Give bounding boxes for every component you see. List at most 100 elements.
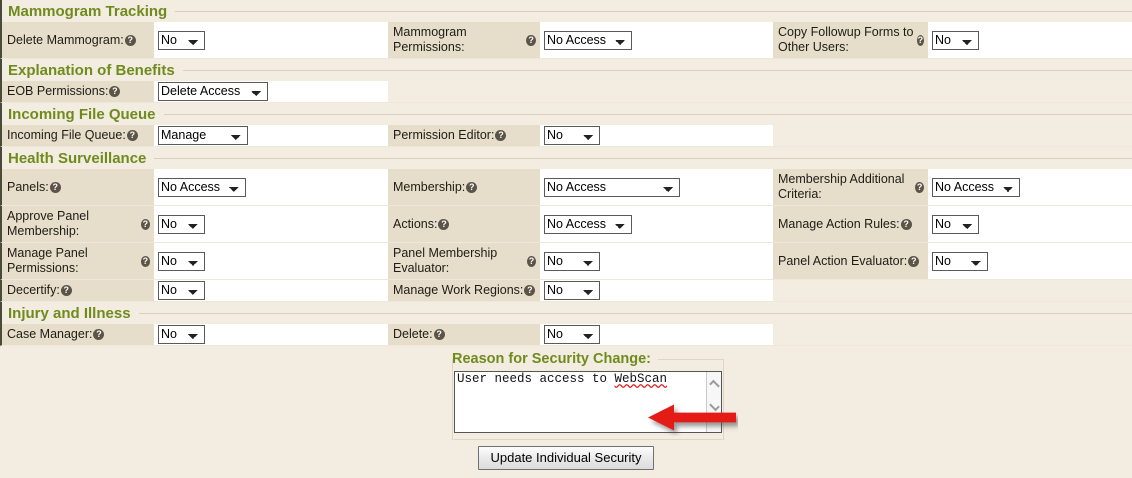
empty-value-cell bbox=[540, 81, 773, 102]
section-header-rule bbox=[138, 312, 1132, 314]
empty-label-cell bbox=[773, 280, 928, 301]
empty-value-cell bbox=[928, 324, 1132, 345]
permission-label-cell: Incoming File Queue:? bbox=[2, 125, 154, 146]
permission-select[interactable]: No AccessRead AccessAdd AccessFull Acces… bbox=[544, 30, 632, 50]
section-header-label: Injury and Illness bbox=[8, 304, 131, 322]
permission-select[interactable]: No AccessRead AccessFull Access bbox=[544, 214, 632, 234]
help-icon[interactable]: ? bbox=[900, 218, 912, 230]
help-icon[interactable]: ? bbox=[433, 329, 445, 340]
permission-label-cell: Mammogram Permissions:? bbox=[388, 22, 540, 58]
permission-label-cell: Membership:? bbox=[388, 169, 540, 205]
section-header-rule bbox=[154, 157, 1132, 159]
permission-select[interactable]: NoYes bbox=[544, 126, 600, 145]
section-header-label: Explanation of Benefits bbox=[8, 61, 175, 79]
empty-value-cell bbox=[928, 125, 1132, 146]
scroll-down-chevron-icon[interactable] bbox=[709, 400, 720, 412]
section-header: Mammogram Tracking bbox=[0, 0, 1132, 22]
reason-textarea[interactable] bbox=[455, 372, 706, 432]
permission-select[interactable]: NoYes bbox=[544, 325, 600, 344]
permission-value-cell: NoYes bbox=[154, 22, 388, 58]
permission-row: Incoming File Queue:?No AccessViewManage… bbox=[0, 125, 1132, 147]
permission-label-cell: Approve Panel Membership:? bbox=[2, 206, 154, 242]
permission-row: Approve Panel Membership:?NoYesActions:?… bbox=[0, 206, 1132, 243]
permission-value-cell: NoYes bbox=[154, 324, 388, 345]
permission-label-cell: Membership Additional Criteria:? bbox=[773, 169, 928, 205]
permission-label-text: Copy Followup Forms to Other Users: bbox=[778, 25, 914, 54]
permission-value-cell: NoYes bbox=[154, 243, 388, 279]
help-icon[interactable]: ? bbox=[109, 86, 121, 97]
help-icon[interactable]: ? bbox=[524, 285, 536, 296]
section-header-label: Incoming File Queue bbox=[8, 105, 156, 123]
help-icon[interactable]: ? bbox=[466, 181, 478, 193]
permission-value-cell: No AccessRead AccessFull Access bbox=[540, 169, 773, 205]
help-icon[interactable]: ? bbox=[93, 329, 105, 340]
section-header: Injury and Illness bbox=[0, 302, 1132, 324]
permission-label-text: Delete Mammogram: bbox=[7, 32, 124, 47]
update-individual-security-button[interactable]: Update Individual Security bbox=[478, 446, 654, 470]
section-header: Incoming File Queue bbox=[0, 103, 1132, 125]
section-header-rule bbox=[175, 10, 1132, 12]
permission-select[interactable]: NoYes bbox=[158, 30, 205, 50]
permission-select[interactable]: No AccessRead AccessAdd AccessDelete Acc… bbox=[158, 82, 268, 101]
permission-label-text: Mammogram Permissions: bbox=[393, 25, 467, 54]
help-icon[interactable]: ? bbox=[60, 285, 72, 296]
permission-row: EOB Permissions:? No AccessRead AccessAdd… bbox=[0, 81, 1132, 103]
permission-select[interactable]: No AccessRead AccessFull Access bbox=[158, 177, 246, 197]
help-icon[interactable]: ? bbox=[49, 181, 61, 193]
help-icon[interactable]: ? bbox=[140, 255, 150, 267]
help-icon[interactable]: ? bbox=[908, 255, 920, 267]
permission-label-text: EOB Permissions: bbox=[7, 84, 109, 98]
permission-label-cell: Decertify:? bbox=[2, 280, 154, 301]
permission-select[interactable]: NoYes bbox=[932, 214, 979, 234]
permission-value-cell: NoYes bbox=[928, 243, 1132, 279]
reason-fieldset: Reason for Security Change: bbox=[452, 350, 724, 440]
permission-label-text: Membership Additional Criteria: bbox=[778, 172, 905, 201]
help-icon[interactable]: ? bbox=[915, 181, 924, 193]
scroll-up-chevron-icon[interactable] bbox=[709, 379, 720, 391]
help-icon[interactable]: ? bbox=[140, 218, 150, 230]
permission-value-cell: No AccessRead AccessFull Access bbox=[154, 169, 388, 205]
permission-row: Manage Panel Permissions:? NoYes Panel Mem… bbox=[0, 243, 1132, 280]
empty-label-cell bbox=[773, 125, 928, 146]
permission-select[interactable]: No AccessRead AccessFull Access bbox=[932, 177, 1020, 197]
permission-label-text: Delete: bbox=[393, 327, 433, 341]
permission-label-cell: Delete Mammogram:? bbox=[2, 22, 154, 58]
permission-row: Case Manager:?NoYesDelete:?NoYes bbox=[0, 324, 1132, 346]
help-icon[interactable]: ? bbox=[916, 34, 924, 46]
permission-label-text: Manage Panel Permissions: bbox=[7, 246, 88, 275]
permission-value-cell: NoYes bbox=[540, 243, 773, 279]
section-header: Explanation of Benefits bbox=[0, 59, 1132, 81]
help-icon[interactable]: ? bbox=[126, 130, 138, 141]
permission-value-cell: NoYes bbox=[928, 206, 1132, 242]
help-icon[interactable]: ? bbox=[438, 218, 450, 230]
permission-label-cell: Delete:? bbox=[388, 324, 540, 345]
help-icon[interactable]: ? bbox=[124, 34, 136, 46]
help-icon[interactable]: ? bbox=[527, 255, 536, 267]
permission-row: Panels:?No AccessRead AccessFull AccessM… bbox=[0, 169, 1132, 206]
reason-textarea-wrapper[interactable] bbox=[454, 371, 722, 433]
permission-select[interactable]: No AccessViewManage bbox=[158, 126, 248, 145]
permission-value-cell: NoYes bbox=[928, 22, 1132, 58]
reason-for-security-change-panel: Reason for Security Change: User needs a… bbox=[0, 346, 1132, 474]
permission-select[interactable]: NoYes bbox=[158, 251, 205, 271]
permission-label-cell: Permission Editor:? bbox=[388, 125, 540, 146]
permission-select[interactable]: NoYes bbox=[158, 281, 205, 300]
permission-value-cell: NoYes bbox=[154, 280, 388, 301]
permission-select[interactable]: NoYes bbox=[932, 30, 979, 50]
textarea-scrollbar[interactable] bbox=[706, 372, 721, 432]
permission-label-text: Approve Panel Membership: bbox=[7, 209, 90, 238]
permission-value-cell: NoYes bbox=[540, 125, 773, 146]
permission-label-text: Panels: bbox=[7, 179, 49, 194]
help-icon[interactable]: ? bbox=[495, 130, 507, 141]
permission-select[interactable]: NoYes bbox=[544, 281, 600, 300]
permission-label-cell: Panel Action Evaluator:? bbox=[773, 243, 928, 279]
permission-label-text: Panel Membership Evaluator: bbox=[393, 246, 498, 275]
empty-label-cell bbox=[773, 81, 928, 102]
permission-select[interactable]: NoYes bbox=[158, 214, 205, 234]
permission-select[interactable]: No AccessRead AccessFull Access bbox=[544, 177, 680, 197]
permission-select[interactable]: NoYes bbox=[544, 251, 600, 271]
help-icon[interactable]: ? bbox=[526, 34, 536, 46]
permission-select[interactable]: NoYes bbox=[158, 325, 205, 344]
permission-select[interactable]: NoYes bbox=[932, 251, 988, 271]
